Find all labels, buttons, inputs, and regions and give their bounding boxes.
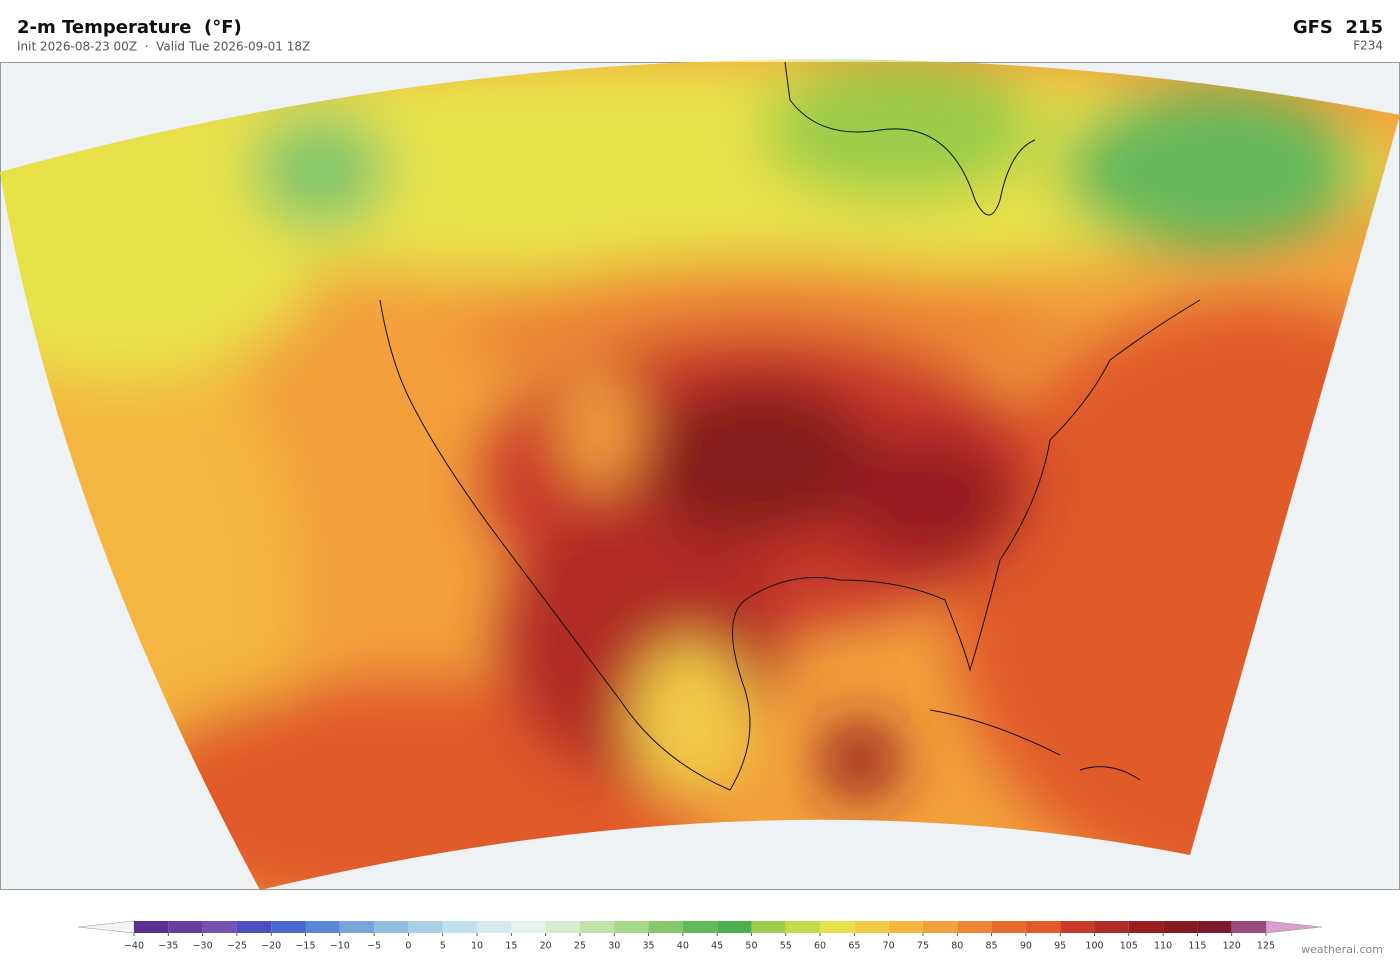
colorbar-tick-label: 95	[1054, 941, 1066, 952]
temperature-field	[0, 60, 1400, 890]
colorbar-tick-label: 65	[848, 941, 860, 952]
colorbar-tick-label: 120	[1223, 941, 1241, 952]
title: 2-m Temperature (°F)	[17, 17, 242, 38]
colorbar-swatch	[271, 921, 306, 933]
colorbar-tick-label: 55	[780, 941, 792, 952]
colorbar-swatch	[202, 921, 237, 933]
colorbar-tick-label: 60	[814, 941, 826, 952]
colorbar-swatch	[236, 921, 272, 933]
colorbar-swatch	[1025, 921, 1061, 933]
colorbar-swatch	[957, 921, 992, 933]
colorbar-tick-label: −20	[261, 941, 281, 952]
colorbar-tick-label: 85	[986, 941, 998, 952]
colorbar-tick-label: 90	[1020, 941, 1032, 952]
colorbar-swatch	[1128, 921, 1164, 933]
colorbar-tick-label: −10	[330, 941, 350, 952]
colorbar-swatch	[991, 921, 1026, 933]
colorbar-swatch	[888, 921, 923, 933]
model: GFS 215	[1293, 17, 1383, 38]
colorbar-tick-label: 125	[1257, 941, 1275, 952]
colorbar-swatch	[785, 921, 821, 933]
colorbar-tick-label: 5	[440, 941, 446, 952]
colorbar-swatch	[682, 921, 718, 933]
colorbar-swatch	[339, 921, 375, 933]
colorbar-swatch	[408, 921, 443, 933]
colorbar-tick-label: 75	[917, 941, 929, 952]
colorbar-swatch	[820, 921, 855, 933]
colorbar-tick-label: 30	[608, 941, 620, 952]
colorbar-swatch	[305, 921, 340, 933]
colorbar-tick-label: −25	[227, 941, 247, 952]
colorbar-swatch	[1163, 921, 1198, 933]
colorbar-tick-label: 45	[711, 941, 723, 952]
colorbar-tick-label: 15	[505, 941, 517, 952]
colorbar-tick-label: 105	[1120, 941, 1138, 952]
colorbar-swatch	[1094, 921, 1129, 933]
colorbar-tick-label: −15	[295, 941, 315, 952]
colorbar-swatch	[854, 921, 889, 933]
colorbar-tick-label: 80	[951, 941, 963, 952]
colorbar-swatch	[168, 921, 203, 933]
colorbar-tick-label: 40	[677, 941, 689, 952]
colorbar-swatch	[648, 921, 683, 933]
colorbar-tick-label: 20	[540, 941, 552, 952]
subtitle: Init 2026-08-23 00Z · Valid Tue 2026-09-…	[17, 40, 310, 54]
colorbar-swatch	[545, 921, 580, 933]
colorbar: −40 −35 −30 −25 −20 −15 −10 −5 0 5 10 15 20 25 30 35 40 4…	[77, 920, 1323, 952]
colorbar-swatch	[579, 921, 615, 933]
coastlines	[379, 61, 1201, 791]
colorbar-tick-label: −30	[193, 941, 213, 952]
colorbar-swatch	[922, 921, 958, 933]
colorbar-tick-label: 110	[1154, 941, 1172, 952]
colorbar-over	[1265, 920, 1323, 934]
colorbar-tick-label: −5	[367, 941, 381, 952]
colorbar-swatch	[614, 921, 649, 933]
colorbar-under	[77, 920, 135, 934]
colorbar-tick-label: 0	[405, 941, 411, 952]
colorbar-tick-label: 100	[1085, 941, 1103, 952]
colorbar-tick-label: −35	[158, 941, 178, 952]
colorbar-swatch	[134, 921, 169, 933]
colorbar-tick-label: 70	[883, 941, 895, 952]
colorbar-swatch	[1197, 921, 1232, 933]
colorbar-swatch	[1060, 921, 1095, 933]
colorbar-swatch	[1231, 921, 1266, 933]
colorbar-tick-label: 50	[745, 941, 757, 952]
colorbar-tick-label: 35	[642, 941, 654, 952]
map	[0, 60, 1400, 890]
forecast-hour: F234	[1353, 39, 1383, 53]
colorbar-swatch	[477, 921, 512, 933]
credit: weatherai.com	[1301, 943, 1383, 956]
colorbar-swatch	[511, 921, 546, 933]
colorbar-tick-label: 10	[471, 941, 483, 952]
colorbar-swatch	[751, 921, 786, 933]
colorbar-swatch	[717, 921, 752, 933]
colorbar-tick-label: 115	[1188, 941, 1206, 952]
colorbar-swatch	[374, 921, 409, 933]
colorbar-swatch	[442, 921, 478, 933]
colorbar-tick-label: −40	[124, 941, 144, 952]
colorbar-tick-label: 25	[574, 941, 586, 952]
